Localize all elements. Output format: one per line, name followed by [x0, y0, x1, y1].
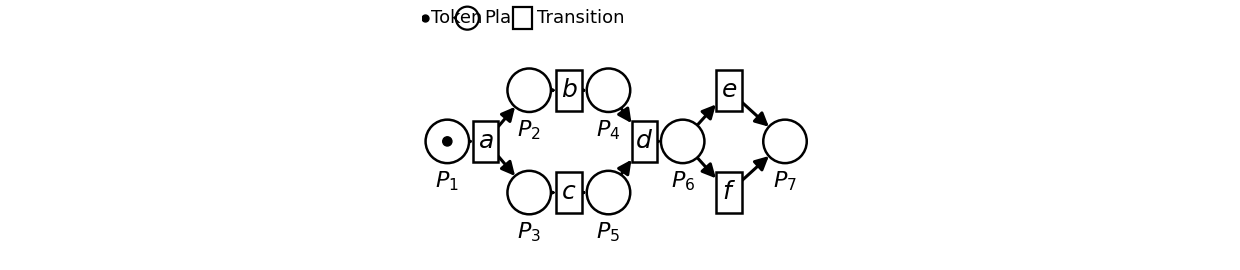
Text: $b$: $b$ [560, 79, 577, 102]
Text: $f$: $f$ [722, 181, 735, 204]
Text: Transition: Transition [537, 9, 625, 27]
Text: $e$: $e$ [720, 79, 737, 102]
Circle shape [764, 120, 807, 163]
Text: Token: Token [430, 9, 482, 27]
Circle shape [443, 137, 451, 146]
Text: $P_{5}$: $P_{5}$ [596, 221, 620, 244]
Text: $P_{1}$: $P_{1}$ [435, 170, 459, 193]
Text: $P_{6}$: $P_{6}$ [671, 170, 694, 193]
Text: $P_{3}$: $P_{3}$ [517, 221, 541, 244]
Text: $P_{7}$: $P_{7}$ [773, 170, 797, 193]
FancyBboxPatch shape [715, 172, 742, 213]
FancyBboxPatch shape [556, 70, 582, 111]
FancyBboxPatch shape [556, 172, 582, 213]
Circle shape [587, 171, 630, 214]
Text: $P_{2}$: $P_{2}$ [517, 118, 541, 142]
Text: Place: Place [484, 9, 532, 27]
Text: $P_{4}$: $P_{4}$ [596, 118, 621, 142]
Text: $c$: $c$ [562, 181, 577, 204]
Circle shape [661, 120, 704, 163]
Circle shape [507, 69, 551, 112]
FancyBboxPatch shape [631, 121, 657, 162]
Circle shape [587, 69, 630, 112]
Text: $a$: $a$ [477, 130, 494, 153]
FancyBboxPatch shape [472, 121, 498, 162]
Circle shape [507, 171, 551, 214]
FancyBboxPatch shape [715, 70, 742, 111]
FancyBboxPatch shape [513, 7, 532, 29]
Text: $d$: $d$ [635, 130, 653, 153]
Circle shape [425, 120, 469, 163]
